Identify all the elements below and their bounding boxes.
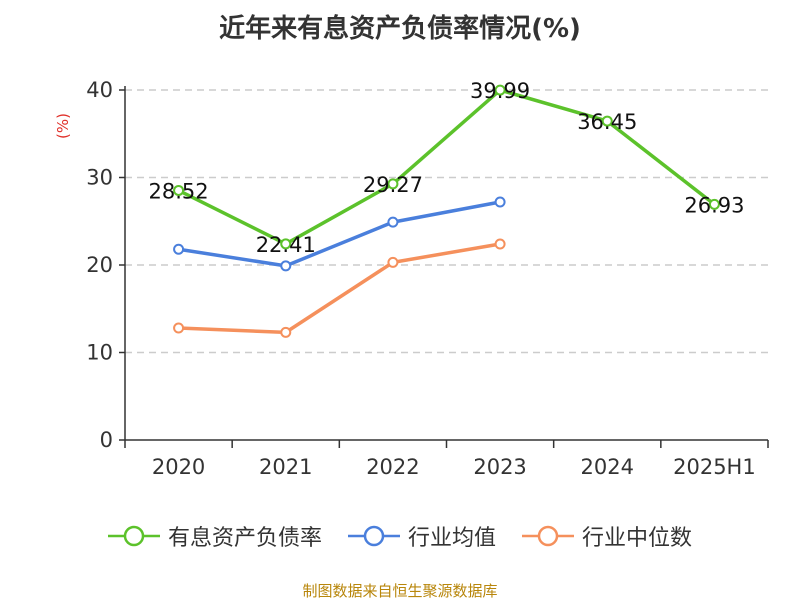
data-point[interactable] <box>708 198 720 210</box>
legend-item-industry-mean[interactable]: 行业均值 <box>347 520 496 552</box>
y-axis-unit: (%) <box>54 113 72 139</box>
legend-marker-icon <box>347 525 400 547</box>
axis-layer: 0 10 20 30 40 2020 2021 2022 2023 2024 2025H1 <box>86 78 769 479</box>
data-label: 29.27 <box>363 173 423 197</box>
data-point[interactable] <box>494 196 506 208</box>
label-layer: 28.52 22.41 29.27 39.99 36.45 26.93 <box>149 79 745 257</box>
x-tick-label: 2023 <box>473 455 526 479</box>
legend-item-industry-median[interactable]: 行业中位数 <box>522 520 692 552</box>
legend-label: 有息资产负债率 <box>167 526 322 551</box>
y-tick-label: 0 <box>100 428 113 452</box>
y-tick-label: 30 <box>86 166 113 190</box>
data-point[interactable] <box>494 238 506 250</box>
series-line <box>178 200 501 268</box>
x-tick-label: 2020 <box>152 455 205 479</box>
series-line <box>178 242 501 335</box>
x-tick-label: 2025H1 <box>673 455 756 479</box>
y-tick-label: 10 <box>86 341 113 365</box>
data-label: 36.45 <box>577 110 637 134</box>
series-layer <box>173 84 720 338</box>
data-point[interactable] <box>387 216 399 228</box>
data-point[interactable] <box>494 84 506 96</box>
legend: 有息资产负债率 行业均值 行业中位数 <box>0 520 800 552</box>
y-tick-label: 40 <box>86 78 113 102</box>
data-label: 39.99 <box>470 79 530 103</box>
legend-label: 行业均值 <box>407 526 496 551</box>
x-tick-label: 2024 <box>581 455 634 479</box>
y-tick-label: 20 <box>86 253 113 277</box>
x-tick-label: 2022 <box>366 455 419 479</box>
data-point[interactable] <box>387 178 399 190</box>
series-line <box>177 88 716 246</box>
data-label: 28.52 <box>149 179 209 203</box>
data-point[interactable] <box>173 184 185 196</box>
legend-item-ratio[interactable]: 有息资产负债率 <box>107 520 322 552</box>
data-point[interactable] <box>173 322 185 334</box>
data-point[interactable] <box>280 238 292 250</box>
data-point[interactable] <box>280 326 292 338</box>
legend-marker-icon <box>522 525 574 547</box>
chart-title: 近年来有息资产负债率情况(%) <box>219 14 581 44</box>
legend-label: 行业中位数 <box>582 526 693 551</box>
legend-marker-icon <box>107 525 160 547</box>
data-point[interactable] <box>173 243 185 255</box>
data-label: 26.93 <box>684 193 744 217</box>
data-point[interactable] <box>387 256 399 268</box>
data-point[interactable] <box>601 115 613 127</box>
grid-layer <box>125 89 768 354</box>
x-tick-label: 2021 <box>259 455 312 479</box>
data-point[interactable] <box>280 260 292 272</box>
source-note: 制图数据来自恒生聚源数据库 <box>302 582 498 600</box>
data-label: 22.41 <box>256 233 316 257</box>
